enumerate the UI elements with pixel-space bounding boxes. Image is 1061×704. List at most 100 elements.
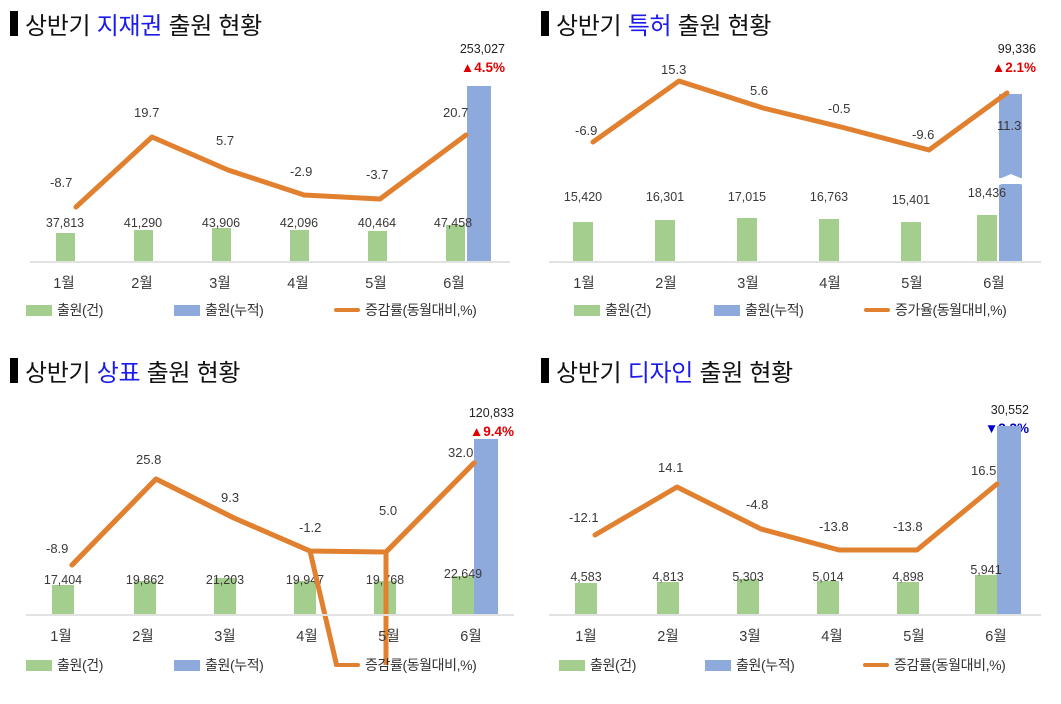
bar-monthly [737, 218, 757, 263]
legend-label: 출원(건) [57, 302, 103, 318]
bar-monthly [655, 220, 675, 263]
legend-label: 증감률(동월대비,%) [365, 302, 477, 318]
title-highlight: 지재권 [96, 13, 163, 40]
x-axis-labels: 1월 2월 3월 4월 5월 6월 [20, 625, 512, 646]
x-axis-tick: 4월 [287, 276, 309, 292]
cumulative-total-label: 120,833 [468, 406, 514, 420]
title-bullet-icon [10, 11, 18, 36]
x-axis-tick: 4월 [819, 276, 841, 292]
chart-canvas: 99,336 ▲2.1% 15,420 16,301 17,015 16,763… [531, 0, 1061, 300]
x-axis-tick: 1월 [50, 629, 72, 645]
bar-value-label: 4,813 [652, 570, 684, 584]
growth-rate-label: 5.6 [750, 83, 769, 98]
title-suffix: 출원 현황 [677, 13, 772, 40]
title-suffix: 출원 현황 [146, 360, 241, 387]
growth-rate-label: 32.0 [448, 445, 474, 460]
bar-cumulative [997, 426, 1021, 616]
title-prefix: 상반기 [25, 360, 91, 387]
panel-title-text: 상반기 특허 출원 현황 [556, 6, 771, 41]
x-axis-tick: 2월 [131, 276, 153, 292]
bar-monthly [290, 230, 309, 263]
title-highlight: 특허 [627, 13, 672, 40]
legend-item-monthly: 출원(건) [574, 300, 714, 320]
bar-monthly [368, 231, 387, 263]
legend-item-monthly: 출원(건) [559, 655, 705, 675]
legend-item-growth: 증감률(동월대비,%) [334, 300, 477, 320]
cumulative-total-label: 253,027 [459, 42, 505, 56]
cumulative-delta-label: ▲2.1% [991, 60, 1036, 75]
chart-canvas: 253,027 ▲4.5% 37,813 41,290 43,906 42,09… [0, 0, 530, 300]
x-axis-tick: 1월 [53, 276, 75, 292]
bar-monthly [819, 219, 839, 263]
cumulative-delta-label: ▲9.4% [469, 424, 514, 439]
growth-rate-line [592, 481, 1000, 553]
bar-monthly [817, 581, 839, 616]
panel-title: 상반기 디자인 출원 현황 [541, 353, 793, 388]
legend-label: 증감률(동월대비,%) [894, 657, 1006, 673]
legend-label: 출원(누적) [205, 657, 264, 673]
growth-rate-label: -12.1 [569, 510, 599, 525]
panel-title-text: 상반기 상표 출원 현황 [25, 353, 240, 388]
legend-item-cumulative: 출원(누적) [714, 300, 864, 320]
x-axis-tick: 2월 [132, 629, 154, 645]
bar-monthly [575, 583, 597, 616]
panel-patent: 상반기 특허 출원 현황 99,336 ▲2.1% 15,420 16,301 … [531, 0, 1061, 340]
bar-value-label: 5,941 [970, 563, 1002, 577]
legend-item-cumulative: 출원(누적) [705, 655, 863, 675]
bar-monthly [897, 582, 919, 616]
panel-title: 상반기 상표 출원 현황 [10, 353, 240, 388]
bar-value-label: 19,862 [125, 573, 165, 587]
x-axis-tick: 3월 [214, 629, 236, 645]
x-axis-tick: 2월 [657, 629, 679, 645]
legend-swatch-blue-icon [705, 659, 731, 671]
cumulative-total-label: 30,552 [990, 403, 1029, 417]
growth-rate-label: -6.9 [575, 123, 598, 138]
x-axis-tick: 6월 [983, 276, 1005, 292]
legend-item-monthly: 출원(건) [26, 300, 174, 320]
bar-monthly [737, 579, 759, 616]
legend-item-growth: 증감률(동월대비,%) [334, 655, 477, 675]
chart-canvas: 120,833 ▲9.4% 17,404 19,862 21,203 19,94… [0, 345, 530, 665]
legend-swatch-green-icon [574, 304, 600, 316]
growth-rate-label: 16.5 [971, 463, 997, 478]
bar-monthly [901, 222, 921, 263]
bar-monthly [975, 575, 997, 616]
bar-cumulative [467, 86, 491, 263]
bar-value-label: 42,096 [279, 216, 319, 230]
growth-rate-label: -9.6 [912, 127, 935, 142]
legend-label: 출원(건) [605, 302, 651, 318]
bar-value-label: 18,436 [967, 186, 1007, 200]
panel-design: 상반기 디자인 출원 현황 30,552 ▼3.3% 4,583 4,813 5… [531, 345, 1061, 704]
x-axis-tick: 3월 [739, 629, 761, 645]
legend-label: 증가율(동월대비,%) [895, 302, 1007, 318]
bar-value-label: 15,401 [891, 193, 931, 207]
title-prefix: 상반기 [556, 13, 622, 40]
bar-value-label: 43,906 [201, 216, 241, 230]
growth-rate-label: 25.8 [136, 452, 162, 467]
bar-value-label: 5,014 [812, 570, 844, 584]
bar-monthly [134, 230, 153, 263]
legend-label: 출원(누적) [745, 302, 804, 318]
panel-title: 상반기 지재권 출원 현황 [10, 6, 262, 41]
bar-value-label: 5,303 [732, 570, 764, 584]
chart-legend: 출원(건) 출원(누적) 증감률(동월대비,%) [26, 655, 516, 675]
x-axis-tick: 2월 [655, 276, 677, 292]
bar-value-label: 22,649 [443, 567, 483, 581]
growth-rate-label: -8.9 [46, 541, 69, 556]
growth-rate-label: -3.7 [366, 167, 389, 182]
title-highlight: 디자인 [627, 360, 694, 387]
bar-value-label: 16,763 [809, 190, 849, 204]
bar-value-label: 40,464 [357, 216, 397, 230]
x-axis-tick: 4월 [821, 629, 843, 645]
legend-label: 증감률(동월대비,%) [365, 657, 477, 673]
bar-value-label: 15,420 [563, 190, 603, 204]
x-axis-tick: 6월 [985, 629, 1007, 645]
x-axis-tick: 5월 [365, 276, 387, 292]
legend-swatch-line-icon [334, 308, 360, 312]
bar-value-label: 41,290 [123, 216, 163, 230]
x-axis-labels: 1월 2월 3월 4월 5월 6월 [545, 625, 1037, 646]
growth-rate-label: 20.7 [443, 105, 469, 120]
bar-monthly [52, 585, 74, 616]
x-axis-tick: 3월 [209, 276, 231, 292]
